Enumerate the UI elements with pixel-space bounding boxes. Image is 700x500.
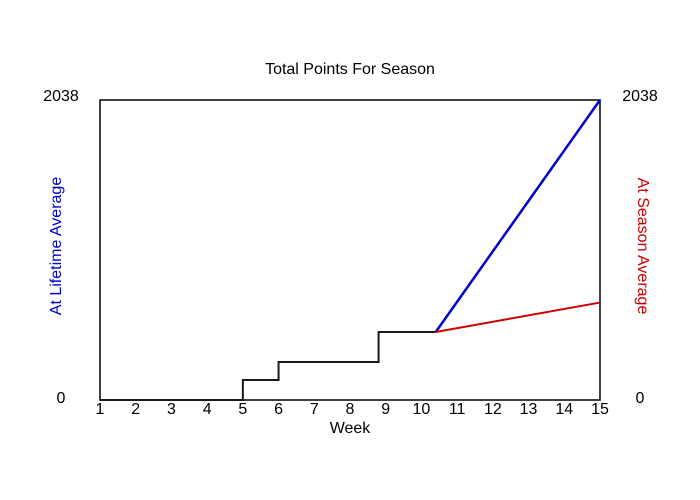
x-tick-label-15: 15 [591, 401, 609, 418]
x-tick-label-11: 11 [448, 401, 466, 418]
x-tick-label-13: 13 [519, 401, 538, 418]
x-tick-label-8: 8 [345, 401, 355, 418]
right-axis-min-label: 0 [635, 390, 645, 407]
series-line-lifetime-average [434, 99, 602, 333]
x-tick-label-12: 12 [483, 401, 502, 418]
left-axis-max-label: 2038 [43, 88, 79, 105]
x-tick-label-9: 9 [381, 401, 391, 418]
x-tick-label-7: 7 [309, 401, 319, 418]
series-line-actual [100, 330, 436, 401]
x-tick-label-1: 1 [95, 401, 105, 418]
left-axis-min-label: 0 [56, 390, 66, 407]
x-tick-label-3: 3 [166, 401, 176, 418]
series-line-season-average [435, 301, 601, 333]
x-tick-label-5: 5 [238, 401, 248, 418]
chart-title: Total Points For Season [265, 61, 435, 78]
right-axis-max-label: 2038 [622, 88, 658, 105]
x-axis-title: Week [329, 420, 371, 437]
plot-frame [99, 99, 601, 401]
x-tick-label-6: 6 [274, 401, 284, 418]
x-tick-label-10: 10 [412, 401, 431, 418]
x-tick-label-2: 2 [131, 401, 141, 418]
x-tick-label-14: 14 [555, 401, 574, 418]
x-tick-label-4: 4 [202, 401, 212, 418]
